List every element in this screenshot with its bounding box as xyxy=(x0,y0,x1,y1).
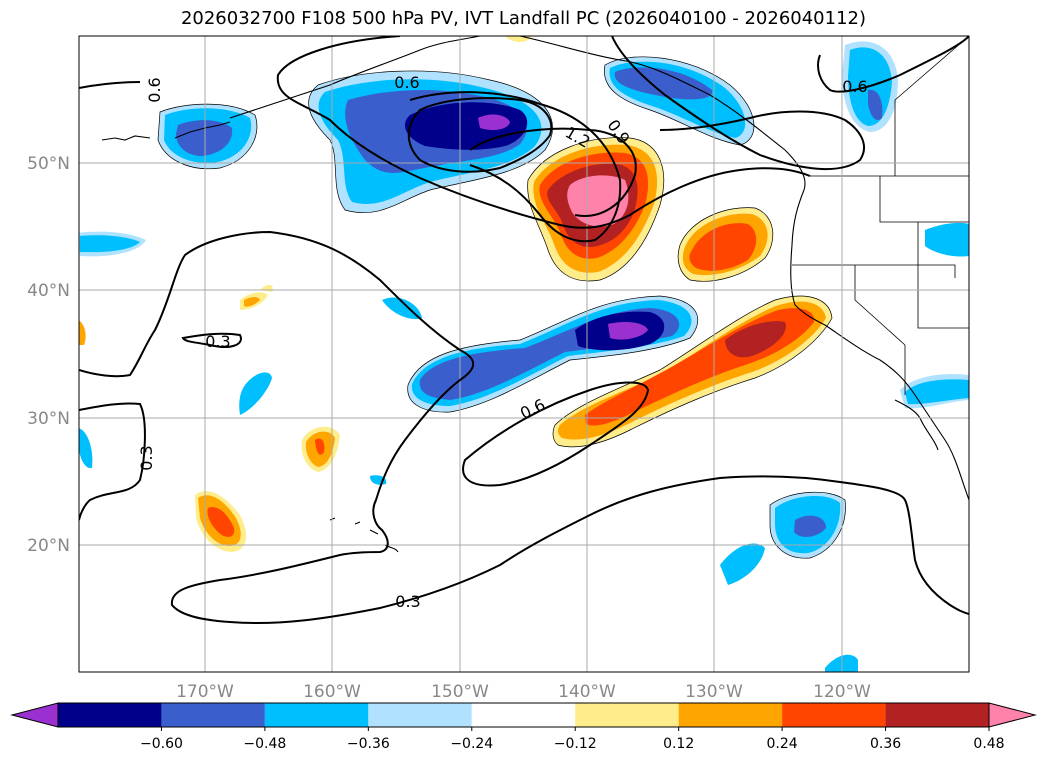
colorbar-segment xyxy=(264,703,369,727)
map-frame xyxy=(78,35,970,673)
gridlines xyxy=(79,36,969,672)
borders xyxy=(792,36,969,395)
colorbar-tick-label: 0.12 xyxy=(663,736,694,752)
black-contours xyxy=(79,36,969,625)
lon-label: 160°W xyxy=(303,682,361,702)
colorbar-segment xyxy=(678,703,783,727)
contour-label: 0.3 xyxy=(205,332,230,351)
colorbar: −0.60 −0.48 −0.36 −0.24 −0.12 0.12 0.24 0.36 0.4… xyxy=(10,702,1037,752)
lat-label: 20°N xyxy=(27,536,70,556)
longitude-labels: 170°W 160°W 150°W 140°W 130°W 120°W xyxy=(176,682,871,702)
colorbar-frame xyxy=(57,702,990,728)
negative-pv-anomaly-gulf-of-alaska xyxy=(308,70,553,213)
contour-label: 0.6 xyxy=(145,77,164,102)
colorbar-segment xyxy=(161,703,265,727)
colorbar-segment xyxy=(58,703,162,727)
lat-label: 50°N xyxy=(27,154,70,174)
colorbar-extend-min xyxy=(10,702,59,728)
lon-label: 130°W xyxy=(685,682,743,702)
colorbar-tick-label: −0.36 xyxy=(347,736,390,752)
map-title: 2026032700 F108 500 hPa PV, IVT Landfall… xyxy=(180,8,867,29)
contour-label: 0.6 xyxy=(394,73,419,92)
anomaly-outlines xyxy=(157,56,846,559)
colorbar-tick-label: 0.48 xyxy=(973,736,1004,752)
colorbar-tick-label: −0.12 xyxy=(554,736,597,752)
colorbar-segment xyxy=(368,703,472,727)
lon-label: 150°W xyxy=(431,682,489,702)
positive-pv-anomaly-se-band xyxy=(553,296,832,447)
positive-pv-anomaly-east xyxy=(678,207,773,282)
colorbar-tick-label: −0.48 xyxy=(243,736,286,752)
latitude-labels: 50°N 40°N 30°N 20°N xyxy=(27,154,70,556)
coastlines xyxy=(101,36,969,553)
colorbar-segment xyxy=(885,703,989,727)
colorbar-segment xyxy=(575,703,679,727)
colorbar-tick-label: 0.24 xyxy=(767,736,798,752)
lon-label: 120°W xyxy=(813,682,871,702)
lon-label: 170°W xyxy=(176,682,234,702)
colorbar-segment xyxy=(782,703,886,727)
negative-pv-small-spots xyxy=(79,222,969,672)
contour-label: 0.3 xyxy=(395,592,420,611)
colorbar-tick-label: −0.60 xyxy=(140,736,183,752)
negative-pv-anomaly-central-band xyxy=(407,296,698,413)
lat-label: 30°N xyxy=(27,409,70,429)
lat-label: 40°N xyxy=(27,281,70,301)
colorbar-tick-label: 0.36 xyxy=(870,736,901,752)
colorbar-tick-label: −0.24 xyxy=(450,736,493,752)
lon-label: 140°W xyxy=(558,682,616,702)
colorbar-segment xyxy=(471,703,576,727)
map-panel: 0.6 0.6 0.6 0.6 0.9 1.2 0.3 0.3 0.3 xyxy=(79,36,969,672)
contour-label: 0.3 xyxy=(137,445,156,470)
colorbar-extend-max xyxy=(988,702,1037,728)
negative-pv-anomaly-bc-coast xyxy=(604,56,754,145)
contour-label: 0.6 xyxy=(842,77,867,96)
